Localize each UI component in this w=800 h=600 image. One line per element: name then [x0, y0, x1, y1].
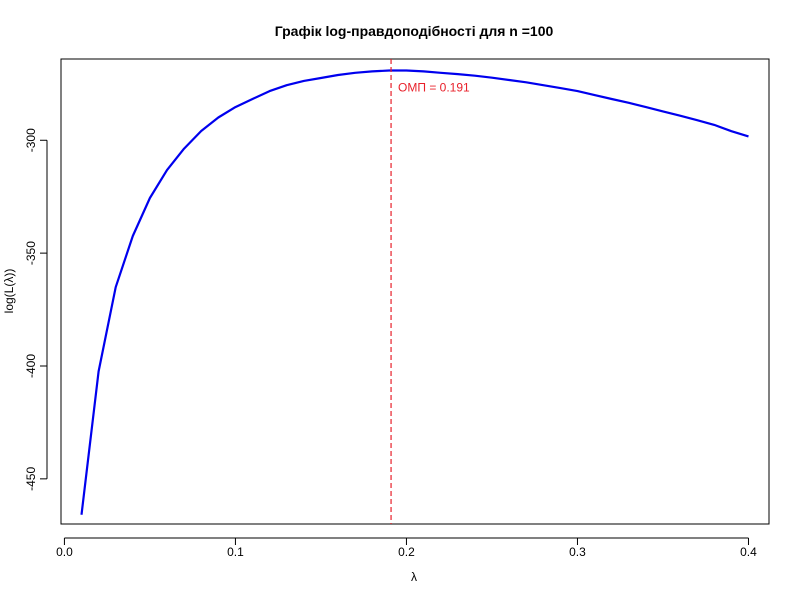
mle-annotation: ОМП = 0.191 [398, 81, 470, 95]
chart-title: Графік log-правдоподібності для n =100 [275, 23, 554, 39]
y-tick-label: -450 [24, 467, 38, 491]
y-axis-label: log(L(λ)) [2, 269, 16, 314]
x-axis: 0.0 0.1 0.2 0.3 0.4 [56, 537, 757, 559]
y-tick-label: -400 [24, 354, 38, 378]
x-tick-label: 0.3 [569, 545, 586, 559]
y-tick-label: -350 [24, 241, 38, 265]
y-tick-label: -300 [24, 128, 38, 152]
y-axis: -300 -350 -400 -450 [24, 128, 48, 491]
plot-box [60, 58, 770, 525]
x-tick-label: 0.0 [56, 545, 73, 559]
x-tick-label: 0.1 [227, 545, 244, 559]
x-tick-label: 0.2 [398, 545, 415, 559]
x-axis-label: λ [411, 570, 417, 584]
log-likelihood-line [80, 69, 749, 515]
series-layer [80, 69, 749, 515]
x-tick-label: 0.4 [740, 545, 757, 559]
